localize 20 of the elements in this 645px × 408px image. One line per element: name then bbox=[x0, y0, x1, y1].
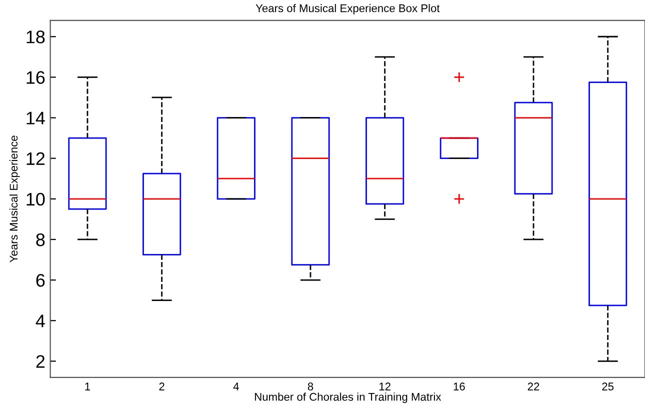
y-axis-title: Years Musical Experience bbox=[9, 136, 20, 262]
y-tick-label: 14 bbox=[26, 112, 45, 124]
chart-title: Years of Musical Experience Box Plot bbox=[256, 4, 440, 14]
x-tick-label: 1 bbox=[85, 382, 90, 390]
x-tick-label: 2 bbox=[159, 382, 164, 390]
x-tick-label: 4 bbox=[233, 382, 239, 390]
x-tick-label: 16 bbox=[454, 382, 465, 390]
x-tick-label: 12 bbox=[379, 382, 390, 390]
y-tick-label: 18 bbox=[26, 30, 45, 44]
x-tick-label: 22 bbox=[528, 382, 540, 390]
y-tick-label: 2 bbox=[36, 355, 45, 368]
x-tick-label: 25 bbox=[602, 382, 614, 390]
y-tick-label: 10 bbox=[26, 192, 45, 206]
y-tick-label: 16 bbox=[26, 71, 45, 84]
y-tick-label: 4 bbox=[36, 314, 45, 328]
y-tick-label: 8 bbox=[36, 233, 45, 246]
y-tick-label: 6 bbox=[36, 274, 45, 287]
y-tick-label: 12 bbox=[26, 152, 45, 165]
x-axis-title: Number of Chorales in Training Matrix bbox=[255, 392, 442, 403]
x-tick-label: 8 bbox=[308, 382, 314, 390]
